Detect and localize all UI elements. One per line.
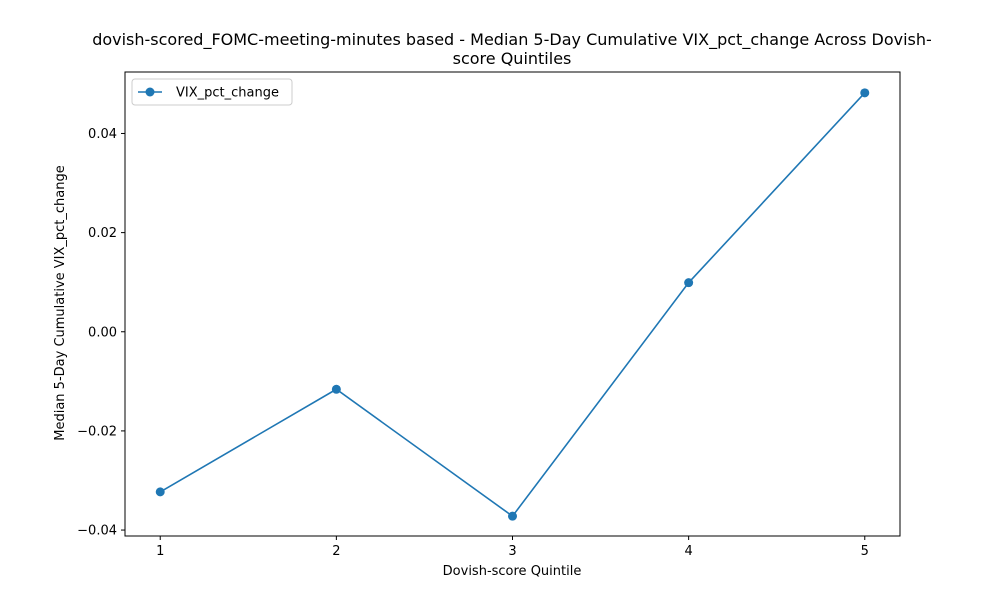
data-point — [684, 278, 694, 288]
x-tick-label: 5 — [861, 544, 869, 559]
data-point — [155, 487, 165, 497]
x-axis-ticks: 1 2 3 4 5 — [156, 536, 869, 559]
x-axis-label: Dovish-score Quintile — [443, 564, 582, 579]
y-axis-ticks: −0.04 −0.02 0.00 0.02 0.04 — [77, 127, 125, 539]
plot-area — [124, 71, 901, 537]
data-point — [331, 384, 341, 394]
data-point — [508, 511, 517, 521]
chart-title-line-1: dovish-scored_FOMC-meeting-minutes based… — [92, 30, 932, 50]
legend-box — [131, 78, 293, 106]
x-tick-label: 2 — [332, 544, 340, 559]
x-tick-label: 1 — [156, 544, 164, 559]
y-tick-label: −0.02 — [77, 424, 117, 439]
data-point — [860, 88, 870, 98]
y-tick-label: 0.04 — [88, 127, 117, 142]
y-tick-label: −0.04 — [77, 524, 117, 539]
legend-marker-swatch — [145, 87, 155, 97]
x-tick-label: 3 — [508, 544, 516, 559]
chart-title-line-2: score Quintiles — [453, 49, 572, 68]
y-tick-label: 0.00 — [88, 325, 117, 340]
chart-title: dovish-scored_FOMC-meeting-minutes based… — [92, 30, 932, 68]
legend: VIX_pct_change — [131, 78, 293, 106]
x-tick-label: 4 — [684, 544, 692, 559]
y-tick-label: 0.02 — [88, 226, 117, 241]
y-axis-label: Median 5-Day Cumulative VIX_pct_change — [53, 165, 68, 440]
series-layer — [155, 88, 870, 521]
series-line — [159, 92, 866, 518]
legend-label: VIX_pct_change — [176, 86, 279, 101]
